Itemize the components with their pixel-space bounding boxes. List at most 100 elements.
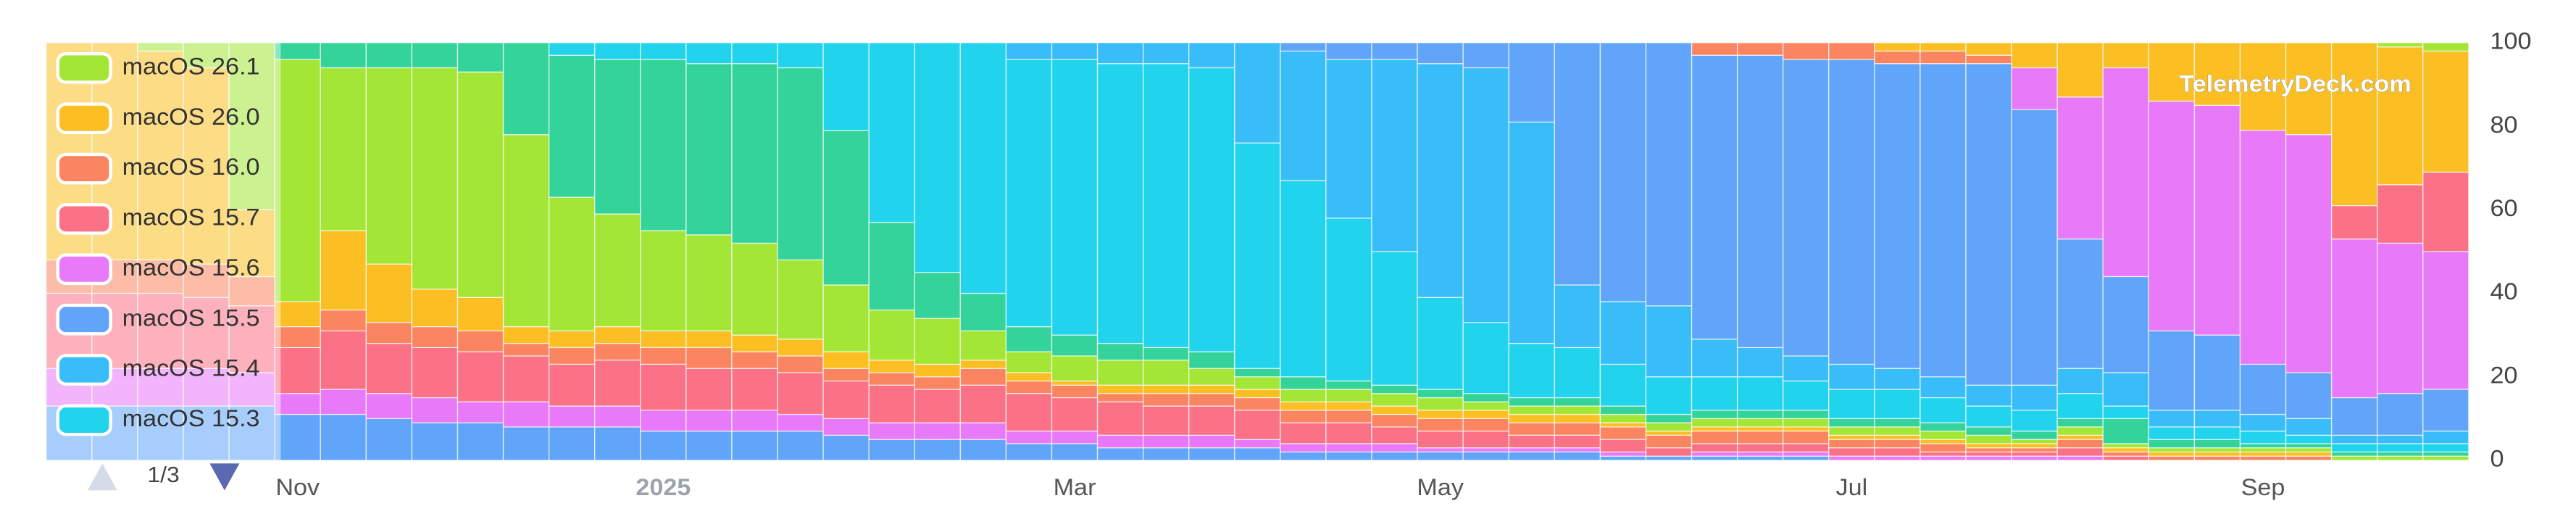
bar-segment	[2056, 393, 2104, 419]
bar-segment	[1736, 451, 1784, 457]
bar-segment	[1828, 59, 1875, 365]
bar-segment	[1920, 63, 1967, 378]
bar-segment	[548, 426, 596, 461]
bar-segment	[1783, 451, 1830, 457]
bar-segment	[2377, 443, 2424, 453]
bar-segment	[2011, 42, 2058, 69]
bar-segment	[2239, 443, 2287, 449]
bar-segment	[502, 342, 550, 357]
bar-segment	[2330, 451, 2378, 457]
bar-segment	[2056, 368, 2104, 394]
bar-segment	[2193, 334, 2241, 411]
bar-segment	[320, 413, 367, 461]
bar-segment	[1645, 42, 1693, 307]
bar-segment	[1599, 439, 1647, 453]
bar-segment	[411, 397, 459, 423]
bar-segment	[411, 42, 459, 69]
bar-segment	[2330, 397, 2378, 436]
bar-segment	[1554, 422, 1601, 436]
bar-segment	[228, 405, 275, 461]
bar-segment	[1051, 384, 1099, 399]
bar-segment	[1325, 389, 1372, 402]
bar-segment	[1142, 360, 1190, 386]
bar-segment	[2193, 455, 2241, 461]
bar-segment	[2285, 372, 2333, 419]
bar-segment	[1096, 393, 1144, 402]
bar-segment	[1965, 63, 2012, 386]
bar-segment	[1325, 42, 1372, 60]
bar-segment	[1691, 455, 1738, 461]
bar-segment	[1783, 418, 1830, 428]
bar-segment	[1920, 455, 1967, 461]
bar-segment	[685, 430, 733, 461]
bar-segment	[914, 422, 962, 440]
bar-segment	[1462, 393, 1509, 402]
bar-segment	[1874, 63, 1921, 369]
bar-segment	[502, 426, 550, 461]
bar-segment	[1325, 443, 1372, 453]
bar-segment	[2422, 42, 2469, 52]
bar-segment	[1280, 422, 1327, 444]
bar-segment	[502, 42, 550, 136]
bar-segment	[1142, 434, 1190, 449]
bar-segment	[365, 418, 413, 461]
legend-swatch	[56, 52, 112, 84]
bar-segment	[822, 368, 870, 382]
bar-segment	[1188, 368, 1235, 386]
bar-segment	[731, 63, 778, 244]
bar-segment	[1417, 418, 1464, 432]
bar-segment	[1096, 342, 1144, 361]
bar-segment	[1234, 42, 1281, 144]
bar-segment	[1599, 363, 1647, 407]
bar-segment	[1462, 410, 1509, 419]
bar-segment	[1828, 389, 1875, 419]
y-tick-label: 80	[2490, 112, 2518, 138]
bar-segment	[731, 410, 778, 432]
legend-label: macOS 16.0	[122, 154, 260, 181]
bar-segment	[548, 54, 596, 198]
bar-segment	[1554, 413, 1601, 423]
bar-segment	[1234, 397, 1281, 411]
bar-segment	[685, 410, 733, 432]
legend-swatch	[56, 203, 112, 235]
bar-segment	[1325, 380, 1372, 390]
watermark: TelemetryDeck.com	[2179, 71, 2411, 97]
bar-segment	[2193, 451, 2241, 457]
bar-segment	[1965, 443, 2012, 449]
bar-segment	[2285, 447, 2333, 453]
legend-page-up[interactable]	[87, 463, 117, 491]
bar-segment	[1371, 42, 1418, 60]
bar-segment	[1234, 410, 1281, 440]
legend-label: macOS 15.7	[122, 204, 260, 231]
bar-segment	[1874, 50, 1921, 65]
bar-segment	[274, 393, 321, 415]
bar-segment	[959, 384, 1007, 423]
x-tick-label: May	[1417, 474, 1464, 500]
bar-segment	[1965, 451, 2012, 457]
bar-segment	[1920, 50, 1967, 65]
bar-segment	[640, 410, 687, 432]
bar-segment	[777, 430, 824, 461]
legend-page-down[interactable]	[209, 463, 240, 491]
bar-segment	[1691, 451, 1738, 457]
bar-segment	[959, 42, 1007, 294]
bar-segment	[594, 59, 641, 215]
bar-segment	[2285, 443, 2333, 449]
bar-segment	[2377, 46, 2424, 186]
bar-segment	[1965, 42, 2012, 56]
bar-segment	[1188, 393, 1235, 407]
bar-segment	[594, 326, 641, 344]
legend: macOS 26.1 macOS 26.0 macOS 16.0 macOS 15.7…	[56, 52, 260, 436]
bar-segment	[594, 426, 641, 461]
bar-segment	[1371, 384, 1418, 394]
bar-segment	[1234, 439, 1281, 449]
bar-segment	[1783, 380, 1830, 411]
bar-segment	[2148, 100, 2196, 332]
bar-segment	[457, 330, 504, 352]
bar-segment	[1142, 393, 1190, 407]
bar-segment	[1325, 422, 1372, 444]
bar-segment	[1005, 393, 1053, 432]
bar-segment	[320, 42, 367, 69]
bar-segment	[320, 230, 367, 311]
bar-segment	[1691, 376, 1738, 411]
